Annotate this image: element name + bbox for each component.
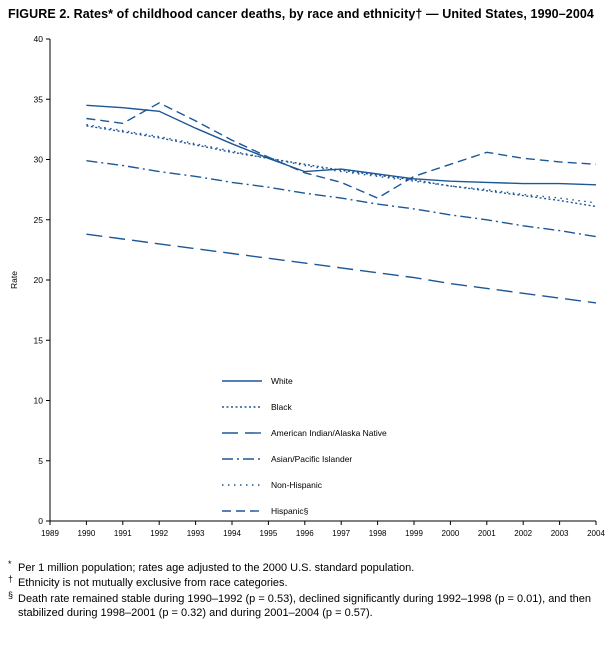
- footnote-hispanic-trend: § Death rate remained stable during 1990…: [8, 589, 598, 621]
- svg-text:5: 5: [38, 456, 43, 466]
- svg-text:Black: Black: [271, 402, 293, 412]
- svg-text:25: 25: [34, 215, 44, 225]
- footnote-marker-asterisk: *: [8, 558, 12, 569]
- footnotes: * Per 1 million population; rates age ad…: [0, 557, 608, 621]
- footnote-marker-section: §: [8, 589, 14, 600]
- footnote-text: Death rate remained stable during 1990–1…: [18, 592, 592, 620]
- svg-text:2004: 2004: [587, 529, 605, 538]
- svg-text:35: 35: [34, 94, 44, 104]
- svg-text:2000: 2000: [442, 529, 460, 538]
- svg-text:30: 30: [34, 154, 44, 164]
- svg-text:1998: 1998: [369, 529, 387, 538]
- svg-text:1992: 1992: [150, 529, 168, 538]
- svg-text:40: 40: [34, 34, 44, 44]
- svg-text:1996: 1996: [296, 529, 314, 538]
- svg-text:1993: 1993: [187, 529, 205, 538]
- svg-text:20: 20: [34, 275, 44, 285]
- svg-text:1995: 1995: [260, 529, 278, 538]
- svg-text:0: 0: [38, 516, 43, 526]
- svg-text:2001: 2001: [478, 529, 496, 538]
- svg-text:Asian/Pacific Islander: Asian/Pacific Islander: [271, 454, 352, 464]
- svg-text:2002: 2002: [514, 529, 532, 538]
- svg-text:1989: 1989: [41, 529, 59, 538]
- footnote-text: Per 1 million population; rates age adju…: [18, 561, 415, 574]
- footnote-marker-dagger: †: [8, 574, 14, 585]
- footnote-text: Ethnicity is not mutually exclusive from…: [18, 577, 288, 590]
- svg-text:Hispanic§: Hispanic§: [271, 506, 309, 516]
- svg-text:1991: 1991: [114, 529, 132, 538]
- svg-text:Non-Hispanic: Non-Hispanic: [271, 480, 323, 490]
- footnote-per-million: * Per 1 million population; rates age ad…: [8, 558, 598, 576]
- svg-text:1997: 1997: [332, 529, 350, 538]
- svg-text:1999: 1999: [405, 529, 423, 538]
- svg-text:1990: 1990: [78, 529, 96, 538]
- svg-text:1994: 1994: [223, 529, 241, 538]
- svg-text:2003: 2003: [551, 529, 569, 538]
- chart-svg: 0 5 10 15 20 25 30 35 40 1989 1990 1991 1992 1993 1994…: [9, 34, 605, 538]
- svg-text:15: 15: [34, 335, 44, 345]
- figure-title: FIGURE 2. Rates* of childhood cancer dea…: [8, 7, 594, 21]
- chart-area: 0 5 10 15 20 25 30 35 40 1989 1990 1991 1992 1993 1994…: [4, 25, 606, 557]
- svg-text:Rate: Rate: [9, 271, 19, 289]
- svg-text:White: White: [271, 376, 293, 386]
- footnote-ethnicity: † Ethnicity is not mutually exclusive fr…: [8, 574, 598, 591]
- svg-text:American Indian/Alaska Native: American Indian/Alaska Native: [271, 428, 387, 438]
- svg-text:10: 10: [34, 395, 44, 405]
